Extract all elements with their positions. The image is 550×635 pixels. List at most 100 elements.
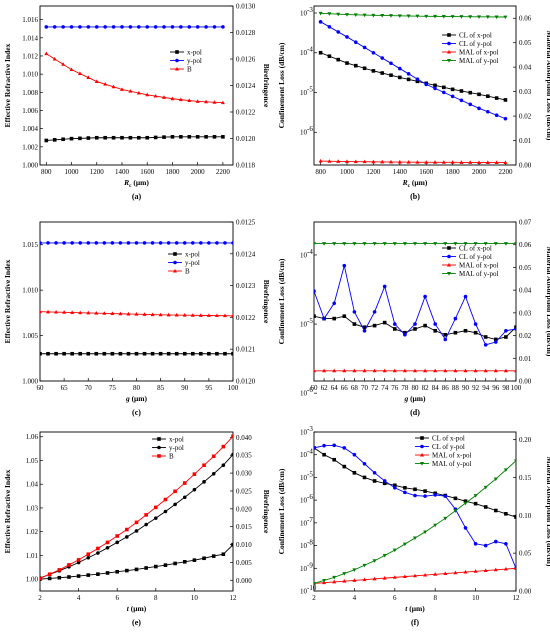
data-point bbox=[372, 479, 377, 483]
y-tick-label: 10 bbox=[300, 321, 308, 329]
data-point bbox=[153, 135, 158, 140]
y-tick-exponent: -6 bbox=[307, 386, 313, 394]
data-point bbox=[332, 368, 337, 373]
x-tick-label: 1800 bbox=[446, 168, 461, 176]
data-point bbox=[150, 241, 155, 245]
data-point bbox=[314, 289, 316, 293]
data-point bbox=[352, 452, 357, 457]
data-point bbox=[332, 457, 336, 462]
data-point bbox=[182, 560, 187, 564]
data-point bbox=[86, 75, 91, 79]
data-point bbox=[403, 330, 407, 335]
y-tick-label: 1.04 bbox=[26, 481, 39, 489]
data-point bbox=[46, 351, 50, 356]
data-point bbox=[483, 505, 488, 509]
data-point bbox=[46, 309, 51, 314]
data-point bbox=[40, 576, 42, 581]
data-point bbox=[473, 322, 478, 326]
data-point bbox=[468, 102, 473, 107]
data-point bbox=[118, 351, 123, 356]
data-point bbox=[153, 93, 158, 98]
data-point bbox=[178, 97, 183, 102]
data-point bbox=[362, 325, 367, 330]
y-tick-exponent: -4 bbox=[307, 46, 313, 54]
y2-tick-label: 0.0118 bbox=[236, 162, 255, 170]
x-tick-label: 65 bbox=[61, 384, 69, 392]
data-point bbox=[483, 335, 488, 339]
legend-entry: B bbox=[185, 268, 190, 276]
legend-marker bbox=[175, 50, 179, 54]
data-point bbox=[389, 61, 393, 66]
x-tick-label: 64 bbox=[331, 384, 339, 392]
x-tick-label: 1200 bbox=[366, 168, 381, 176]
data-point bbox=[182, 495, 187, 500]
legend-entry: x-pol bbox=[169, 436, 184, 444]
data-point bbox=[336, 159, 341, 163]
x-tick-label: 2000 bbox=[472, 168, 487, 176]
data-point bbox=[76, 558, 81, 562]
y-axis-label: Effective Refractive Index bbox=[3, 469, 12, 553]
data-point bbox=[443, 494, 448, 498]
y-tick-label: 1.016 bbox=[22, 16, 38, 24]
data-point bbox=[372, 310, 377, 314]
plot-frame bbox=[313, 431, 517, 592]
data-point bbox=[78, 25, 82, 29]
data-point bbox=[514, 368, 516, 373]
data-point bbox=[162, 95, 167, 99]
data-point bbox=[158, 241, 163, 245]
x-tick-label: 84 bbox=[432, 384, 440, 392]
data-point bbox=[453, 570, 458, 575]
data-point bbox=[345, 61, 349, 65]
data-point bbox=[199, 241, 203, 245]
data-point bbox=[345, 35, 349, 39]
data-point bbox=[494, 539, 498, 544]
panel-caption: (d) bbox=[410, 408, 420, 417]
data-point bbox=[514, 325, 516, 330]
data-point bbox=[459, 160, 464, 164]
data-point bbox=[423, 294, 427, 299]
data-point bbox=[463, 368, 468, 373]
data-point bbox=[206, 313, 211, 317]
data-point bbox=[392, 575, 397, 579]
data-point bbox=[433, 368, 438, 373]
data-point bbox=[57, 575, 62, 580]
data-point bbox=[44, 51, 49, 56]
data-point bbox=[105, 540, 110, 545]
data-point bbox=[483, 242, 488, 246]
data-point bbox=[187, 135, 192, 139]
data-point bbox=[145, 25, 150, 29]
data-point bbox=[514, 515, 516, 519]
x-tick-label: 12 bbox=[230, 594, 238, 602]
data-point bbox=[443, 571, 448, 576]
y-tick-label: 1.014 bbox=[22, 34, 38, 42]
data-point bbox=[144, 522, 148, 527]
data-point bbox=[202, 480, 206, 484]
data-point bbox=[433, 83, 437, 88]
data-point bbox=[314, 314, 316, 318]
panel-caption: (a) bbox=[132, 192, 142, 201]
data-point bbox=[442, 90, 446, 95]
data-point bbox=[170, 135, 175, 139]
data-point bbox=[154, 516, 158, 520]
data-point bbox=[86, 573, 91, 577]
data-point bbox=[362, 577, 367, 582]
data-point bbox=[392, 368, 397, 373]
data-point bbox=[459, 15, 464, 19]
data-point bbox=[126, 351, 131, 356]
data-point bbox=[483, 485, 488, 490]
data-point bbox=[166, 351, 171, 356]
y2-tick-label: 0.20 bbox=[519, 436, 532, 444]
data-point bbox=[371, 159, 376, 164]
legend-marker bbox=[447, 246, 451, 250]
data-point bbox=[69, 136, 74, 141]
data-point bbox=[322, 316, 326, 321]
data-point bbox=[86, 555, 91, 560]
legend-entry: MAL of y-pol bbox=[459, 270, 498, 278]
series-line bbox=[320, 12, 506, 18]
y-tick-label: 10 bbox=[300, 9, 308, 17]
y-tick-label: 1.05 bbox=[26, 457, 39, 465]
legend-marker bbox=[420, 452, 424, 457]
legend-entry: MAL of y-pol bbox=[459, 57, 498, 65]
x-tick-label: 80 bbox=[133, 384, 141, 392]
y-tick-label: 1.002 bbox=[22, 143, 38, 151]
